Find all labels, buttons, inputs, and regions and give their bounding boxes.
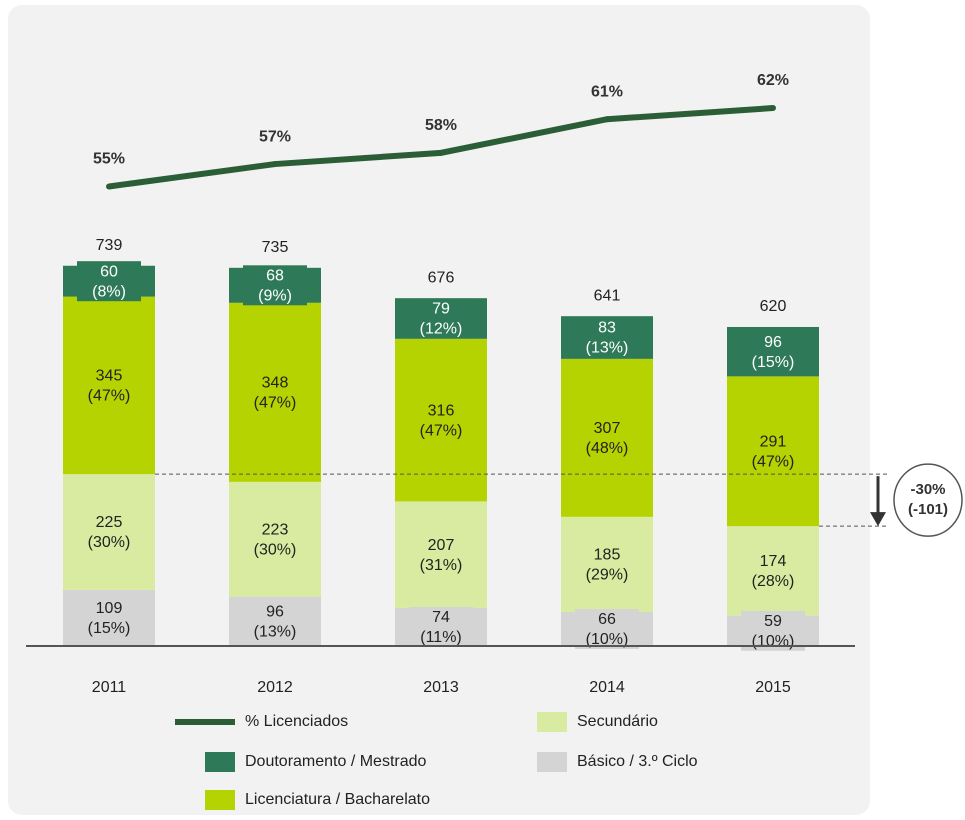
arrow-head — [870, 512, 886, 527]
share-label: (47%) — [420, 422, 463, 439]
label-box — [575, 317, 639, 358]
label-box — [243, 372, 307, 413]
label-box — [741, 331, 805, 372]
legend-label: Básico / 3.º Ciclo — [577, 753, 698, 770]
value-label: 174 — [760, 553, 787, 570]
label-box — [741, 610, 805, 651]
total-label: 641 — [594, 287, 621, 304]
value-label: 225 — [96, 514, 123, 531]
share-label: (10%) — [752, 633, 795, 650]
total-label: 739 — [96, 237, 123, 254]
label-box — [77, 365, 141, 406]
line-point — [272, 161, 278, 168]
x-tick-label: 2014 — [589, 679, 625, 696]
line-point — [770, 105, 776, 112]
line-point — [106, 183, 112, 190]
value-label: 185 — [594, 547, 621, 564]
label-box — [243, 265, 307, 306]
share-label: (15%) — [88, 620, 131, 637]
annotation-text: (-101) — [908, 501, 948, 518]
legend-swatch — [205, 752, 235, 772]
share-label: (10%) — [586, 631, 629, 648]
share-label: (30%) — [254, 541, 297, 558]
share-label: (30%) — [88, 534, 131, 551]
legend-label: Doutoramento / Mestrado — [245, 753, 427, 770]
line-label: 58% — [425, 117, 457, 134]
label-box — [575, 544, 639, 585]
label-box — [741, 550, 805, 591]
x-tick-label: 2012 — [257, 679, 293, 696]
value-label: 74 — [432, 609, 450, 626]
label-box — [77, 597, 141, 638]
legend-swatch — [205, 790, 235, 810]
share-label: (28%) — [752, 573, 795, 590]
line-point — [604, 116, 610, 123]
value-label: 96 — [764, 334, 782, 351]
value-label: 207 — [428, 537, 455, 554]
x-tick-label: 2013 — [423, 679, 459, 696]
label-box — [77, 512, 141, 553]
legend-label: Secundário — [577, 713, 658, 730]
line-label: 57% — [259, 128, 291, 145]
value-label: 96 — [266, 604, 284, 621]
value-label: 60 — [100, 263, 118, 280]
value-label: 79 — [432, 301, 450, 318]
value-label: 307 — [594, 420, 621, 437]
line-label: 62% — [757, 72, 789, 89]
label-box — [409, 400, 473, 441]
share-label: (31%) — [420, 557, 463, 574]
label-box — [575, 609, 639, 650]
share-label: (29%) — [586, 567, 629, 584]
share-label: (8%) — [92, 283, 126, 300]
value-label: 66 — [598, 611, 616, 628]
label-box — [409, 298, 473, 339]
share-label: (11%) — [420, 629, 462, 646]
share-label: (12%) — [420, 321, 463, 338]
line-label: 61% — [591, 83, 623, 100]
value-label: 345 — [96, 368, 123, 385]
value-label: 316 — [428, 402, 455, 419]
annotation-circle — [893, 463, 963, 537]
legend-label: % Licenciados — [245, 713, 348, 730]
legend-label: Licenciatura / Bacharelato — [245, 791, 430, 808]
label-box — [575, 417, 639, 458]
total-label: 620 — [760, 298, 787, 315]
line-label: 55% — [93, 151, 125, 168]
legend-swatch — [537, 752, 567, 772]
total-label: 676 — [428, 269, 455, 286]
share-label: (15%) — [752, 354, 795, 371]
value-label: 223 — [262, 521, 289, 538]
share-label: (13%) — [254, 624, 297, 641]
x-tick-label: 2015 — [755, 679, 791, 696]
share-label: (47%) — [88, 388, 131, 405]
value-label: 109 — [96, 600, 123, 617]
value-label: 348 — [262, 375, 289, 392]
share-label: (48%) — [586, 440, 629, 457]
share-label: (13%) — [586, 340, 629, 357]
x-tick-label: 2011 — [92, 679, 127, 696]
label-box — [409, 606, 473, 647]
value-label: 83 — [598, 320, 616, 337]
label-box — [741, 431, 805, 472]
legend-swatch — [537, 712, 567, 732]
value-label: 68 — [266, 268, 284, 285]
value-label: 291 — [760, 433, 787, 450]
share-label: (47%) — [254, 395, 297, 412]
label-box — [243, 601, 307, 642]
share-label: (9%) — [258, 288, 292, 305]
share-label: (47%) — [752, 453, 795, 470]
value-label: 59 — [764, 613, 782, 630]
label-box — [243, 519, 307, 560]
total-label: 735 — [262, 239, 289, 256]
annotation-text: -30% — [910, 481, 945, 498]
line-point — [438, 149, 444, 156]
label-box — [409, 534, 473, 575]
label-box — [77, 261, 141, 302]
